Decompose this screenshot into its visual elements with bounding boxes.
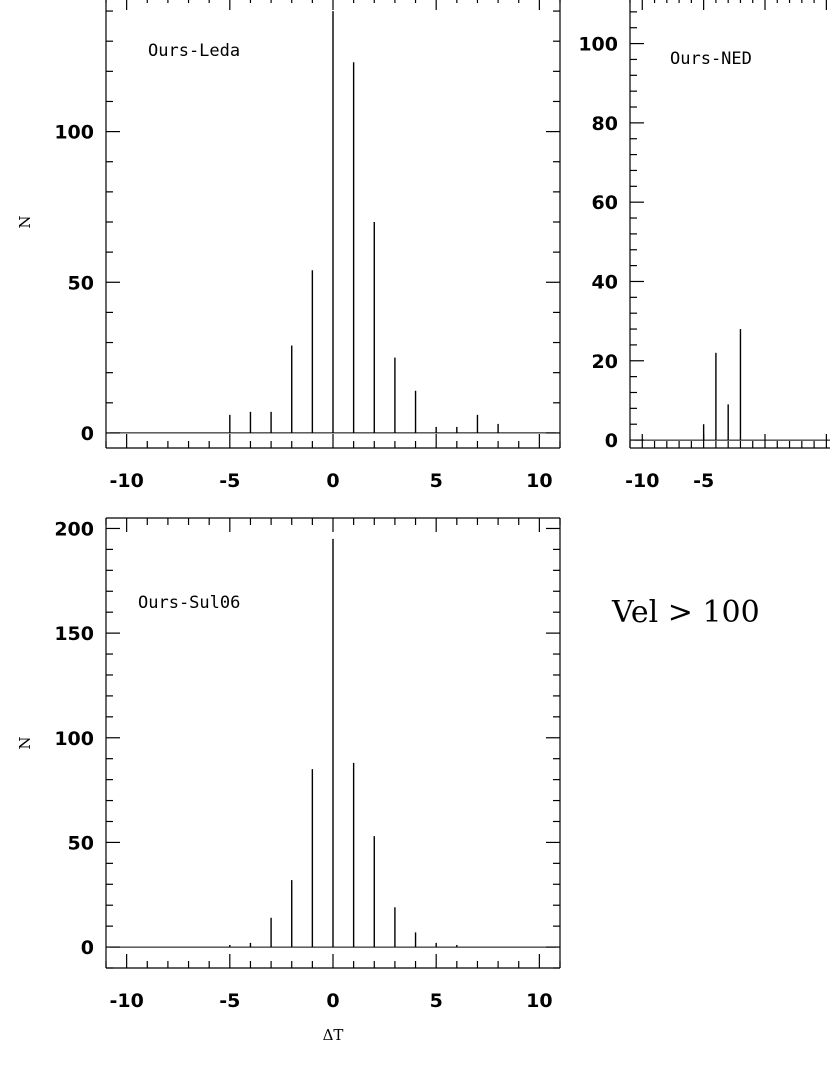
y-tick-label: 0 bbox=[81, 937, 94, 959]
panel-label: Ours-Sul06 bbox=[138, 593, 240, 613]
x-tick-label: 5 bbox=[430, 990, 443, 1012]
x-tick-label: 0 bbox=[326, 470, 339, 492]
y-axis-title: N bbox=[16, 736, 34, 749]
x-tick-label: 10 bbox=[526, 470, 552, 492]
y-tick-label: 60 bbox=[592, 192, 618, 214]
y-tick-label: 40 bbox=[592, 271, 618, 293]
panel-label: Ours-Leda bbox=[148, 41, 240, 61]
x-tick-label: -5 bbox=[219, 470, 240, 492]
x-tick-label: 5 bbox=[430, 470, 443, 492]
panel-label: Ours-NED bbox=[670, 49, 752, 69]
y-tick-label: 100 bbox=[578, 34, 618, 56]
x-tick-label: -10 bbox=[109, 470, 143, 492]
y-tick-label: 50 bbox=[68, 272, 94, 294]
y-tick-label: 100 bbox=[54, 122, 94, 144]
x-tick-label: -10 bbox=[625, 470, 659, 492]
y-tick-label: 50 bbox=[68, 832, 94, 854]
velocity-note: Vel > 100 bbox=[611, 595, 760, 630]
y-tick-label: 0 bbox=[605, 430, 618, 452]
x-tick-label: -5 bbox=[693, 470, 714, 492]
y-tick-label: 20 bbox=[592, 351, 618, 373]
panel-ours-ned: -10 -5 0 20 40 60 80 100 Ours-NED bbox=[578, 0, 830, 492]
y-tick-label: 80 bbox=[592, 113, 618, 135]
y-tick-label: 150 bbox=[54, 623, 94, 645]
x-tick-label: 0 bbox=[326, 990, 339, 1012]
y-axis-title: N bbox=[16, 215, 34, 228]
x-tick-label: -5 bbox=[219, 990, 240, 1012]
x-tick-label: -10 bbox=[109, 990, 143, 1012]
x-axis-title: ΔT bbox=[323, 1026, 344, 1044]
y-tick-label: 200 bbox=[54, 518, 94, 540]
x-tick-label: 10 bbox=[526, 990, 552, 1012]
y-tick-label: 100 bbox=[54, 728, 94, 750]
y-tick-label: 0 bbox=[81, 423, 94, 445]
